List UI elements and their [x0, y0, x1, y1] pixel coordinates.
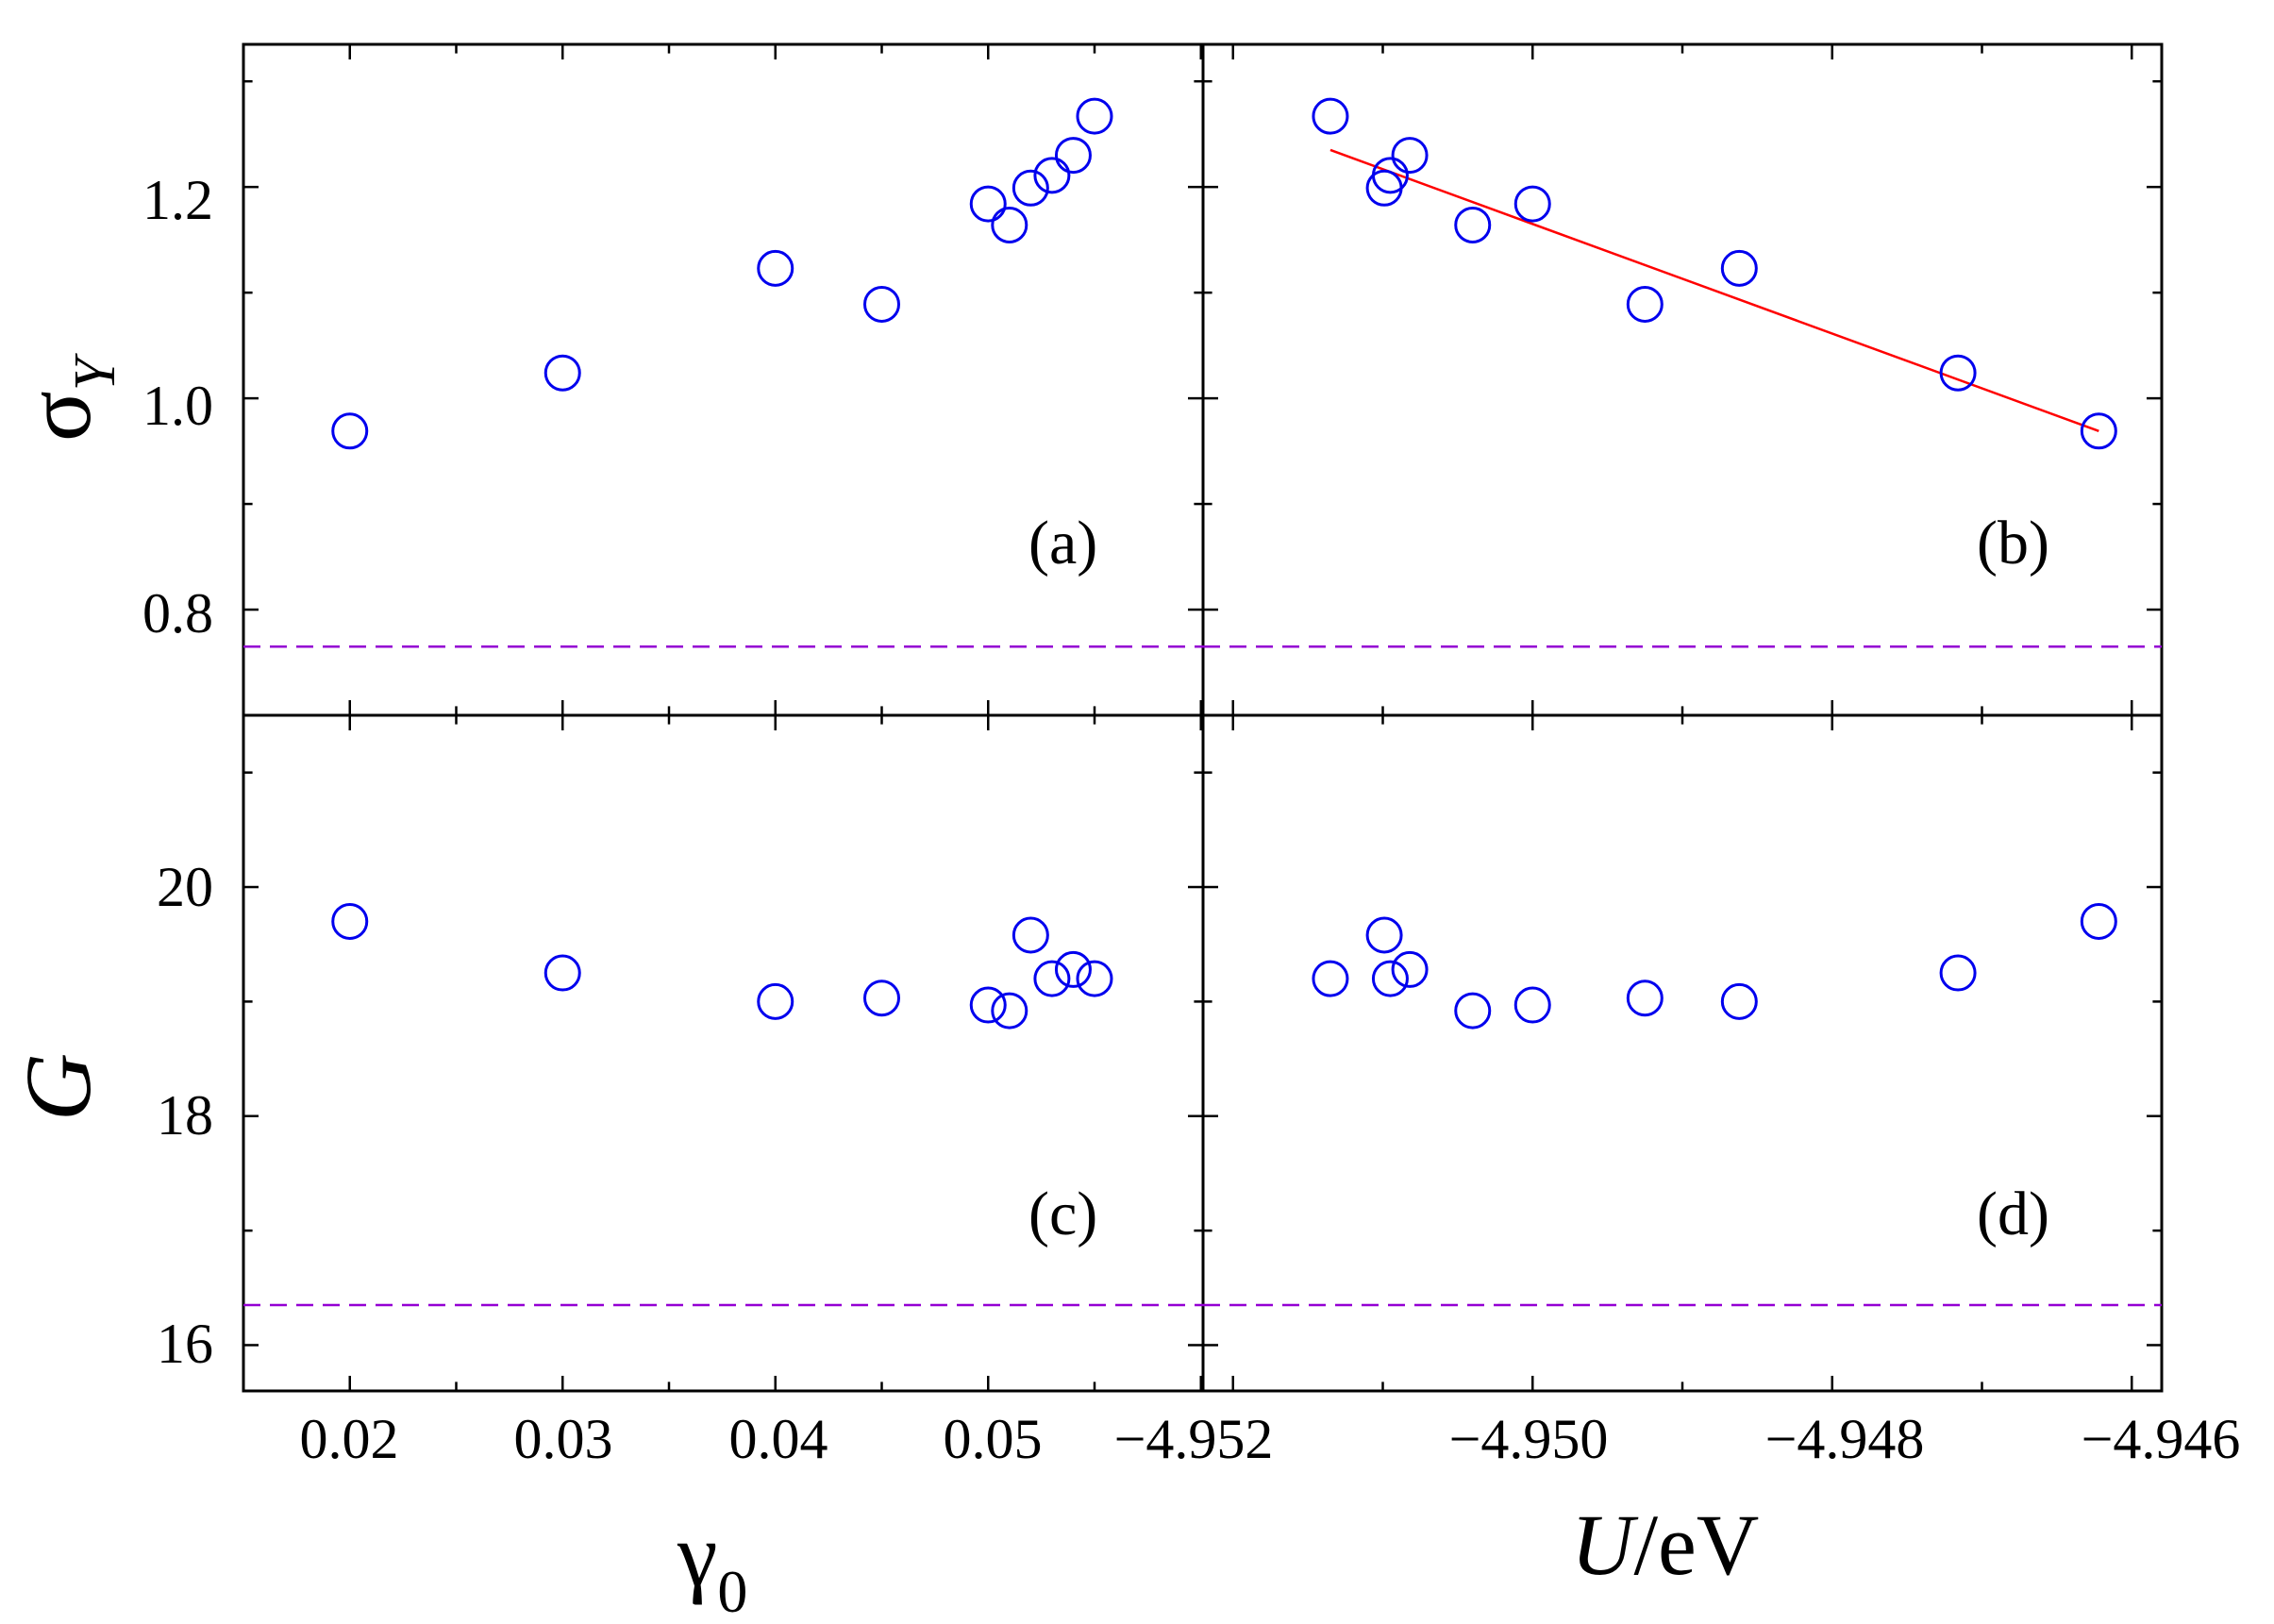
data-point-a — [1033, 157, 1071, 194]
data-point-b — [1454, 206, 1492, 243]
ticks — [243, 44, 2162, 1391]
data-point-d — [1939, 954, 1977, 992]
ylabel-top: σY — [6, 353, 127, 442]
data-point-b — [1939, 354, 1977, 392]
frame — [242, 42, 2164, 1393]
ylabel-g-symbol: G — [6, 1053, 110, 1121]
reference-lines — [243, 645, 2162, 1307]
xtick-label-0.02: 0.02 — [300, 1408, 399, 1470]
ylabel-sigma-symbol: σ — [6, 391, 110, 442]
data-point-b — [1371, 157, 1409, 194]
xlabel-left: γ0 — [677, 1504, 747, 1624]
data-point-a — [1076, 97, 1113, 135]
ytick-label-bottom-20: 20 — [157, 856, 213, 918]
data-point-a — [757, 249, 794, 287]
ytick-label-top-0.8: 0.8 — [142, 582, 213, 645]
xlabel-u-symbol: U — [1571, 1497, 1639, 1593]
data-point-d — [1513, 986, 1551, 1024]
xlabel-u-unit: /eV — [1633, 1497, 1759, 1593]
data-point-a — [1012, 169, 1049, 207]
data-point-c — [991, 992, 1028, 1030]
xtick-label-0.04: 0.04 — [729, 1408, 828, 1470]
data-point-a — [862, 285, 900, 323]
data-point-c — [969, 986, 1007, 1024]
data-point-d — [1312, 960, 1349, 997]
data-point-a — [331, 412, 369, 450]
data-point-c — [862, 979, 900, 1017]
data-points — [331, 97, 2117, 1030]
data-point-d — [1454, 992, 1492, 1030]
data-point-d — [1720, 982, 1758, 1020]
panel-label-c: (c) — [1028, 1180, 1097, 1248]
ytick-label-top-1.2: 1.2 — [142, 169, 213, 231]
data-point-c — [543, 954, 581, 992]
data-point-b — [1720, 249, 1758, 287]
data-point-d — [1626, 979, 1664, 1017]
data-point-a — [969, 185, 1007, 223]
xtick-label-m4.948: −4.948 — [1765, 1408, 1925, 1470]
data-point-b — [1626, 285, 1664, 323]
data-point-c — [1033, 960, 1071, 997]
panel-label-b: (b) — [1977, 509, 2049, 578]
ytick-label-top-1.0: 1.0 — [142, 375, 213, 437]
xlabel-gamma-symbol: γ — [677, 1504, 717, 1605]
data-point-d — [1391, 950, 1429, 988]
data-point-c — [1012, 916, 1049, 954]
data-point-a — [991, 206, 1028, 243]
fit-lines — [1329, 148, 2099, 432]
ylabel-sigma-subscript: Y — [63, 353, 127, 391]
data-point-b — [1513, 185, 1551, 223]
data-point-c — [757, 982, 794, 1020]
ytick-label-bottom-18: 18 — [157, 1084, 213, 1147]
data-point-a — [1054, 137, 1092, 175]
data-point-b — [2080, 412, 2117, 450]
data-point-c — [1076, 960, 1113, 997]
fit-line-b — [1329, 148, 2099, 432]
xtick-label-m4.952: −4.952 — [1114, 1408, 1274, 1470]
panel-label-d: (d) — [1977, 1180, 2049, 1248]
data-point-d — [1365, 916, 1403, 954]
data-point-b — [1391, 137, 1429, 175]
xlabel-gamma-subscript: 0 — [717, 1558, 747, 1624]
xtick-label-0.03: 0.03 — [514, 1408, 613, 1470]
xtick-label-m4.950: −4.950 — [1449, 1408, 1609, 1470]
ylabel-bottom: G — [6, 1053, 110, 1121]
ytick-label-bottom-16: 16 — [157, 1313, 213, 1375]
data-point-d — [1371, 960, 1409, 997]
xtick-label-0.05: 0.05 — [944, 1408, 1043, 1470]
data-point-d — [2080, 902, 2117, 940]
data-point-b — [1312, 97, 1349, 135]
data-point-c — [1054, 950, 1092, 988]
data-point-a — [543, 354, 581, 392]
panel-label-a: (a) — [1028, 509, 1097, 578]
xtick-label-m4.946: −4.946 — [2082, 1408, 2241, 1470]
data-point-c — [331, 902, 369, 940]
xlabel-right: U/eV — [1571, 1497, 1759, 1593]
